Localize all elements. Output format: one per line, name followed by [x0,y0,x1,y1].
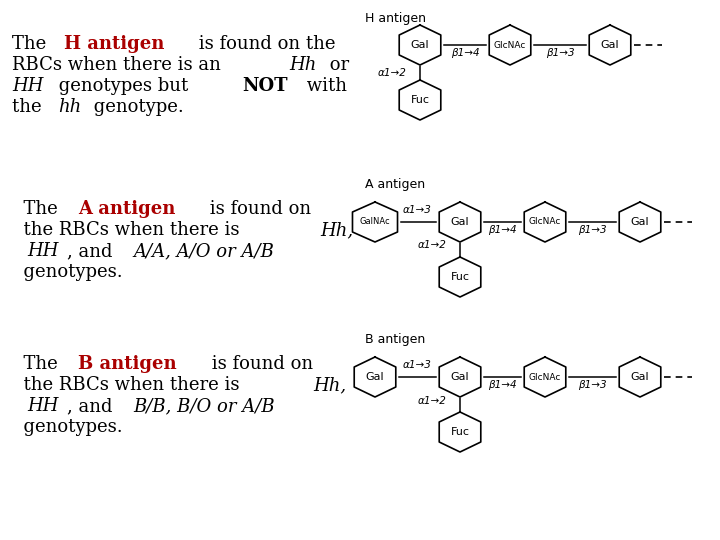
Text: genotypes but: genotypes but [53,77,199,95]
Polygon shape [399,25,441,65]
Text: The: The [12,355,63,373]
Text: GlcNAc: GlcNAc [494,40,526,50]
Text: Gal: Gal [451,217,469,227]
Text: GlcNAc: GlcNAc [528,218,561,226]
Text: Fuc: Fuc [410,95,430,105]
Polygon shape [589,25,631,65]
Text: β1→4: β1→4 [488,225,517,235]
Text: genotype.: genotype. [88,98,184,116]
Text: Gal: Gal [631,372,649,382]
Text: GlcNAc: GlcNAc [528,373,561,381]
Polygon shape [353,202,397,242]
Text: Hh,: Hh, [313,376,346,394]
Text: is found on: is found on [206,355,312,373]
Text: A antigen: A antigen [365,178,425,191]
Text: Gal: Gal [366,372,384,382]
Text: GalNAc: GalNAc [360,218,390,226]
Text: the RBCs when there is: the RBCs when there is [12,221,251,239]
Text: B antigen: B antigen [365,333,426,346]
Text: β1→4: β1→4 [488,380,517,390]
Text: Hh: Hh [289,56,316,74]
Text: B antigen: B antigen [78,355,177,373]
Polygon shape [489,25,531,65]
Polygon shape [524,357,566,397]
Text: α1→2: α1→2 [418,240,446,251]
Polygon shape [439,202,481,242]
Text: H antigen: H antigen [63,35,164,53]
Text: The: The [12,200,63,218]
Text: Fuc: Fuc [451,272,469,282]
Text: HH: HH [27,242,58,260]
Polygon shape [354,357,396,397]
Text: is found on: is found on [204,200,311,218]
Text: H antigen: H antigen [365,12,426,25]
Text: β1→3: β1→3 [578,380,607,390]
Text: HH: HH [27,397,58,415]
Text: Fuc: Fuc [451,427,469,437]
Text: the: the [12,98,48,116]
Text: β1→3: β1→3 [578,225,607,235]
Polygon shape [399,80,441,120]
Text: is found on the: is found on the [193,35,336,53]
Text: Hh,: Hh, [320,221,354,239]
Text: α1→3: α1→3 [403,205,432,215]
Text: Gal: Gal [631,217,649,227]
Text: α1→2: α1→2 [377,68,406,78]
Text: The: The [12,35,52,53]
Text: A/A, A/O or A/B: A/A, A/O or A/B [134,242,274,260]
Polygon shape [619,357,661,397]
Text: HH: HH [12,77,43,95]
Text: α1→2: α1→2 [418,395,446,406]
Text: or: or [324,56,349,74]
Text: B/B, B/O or A/B: B/B, B/O or A/B [134,397,275,415]
Text: with: with [301,77,347,95]
Text: β1→3: β1→3 [546,48,575,58]
Text: Gal: Gal [451,372,469,382]
Text: RBCs when there is an: RBCs when there is an [12,56,227,74]
Text: β1→4: β1→4 [451,48,480,58]
Text: genotypes.: genotypes. [12,418,122,436]
Text: Gal: Gal [600,40,619,50]
Text: α1→3: α1→3 [403,360,432,370]
Polygon shape [619,202,661,242]
Polygon shape [439,357,481,397]
Text: A antigen: A antigen [78,200,176,218]
Text: , and: , and [68,242,119,260]
Text: NOT: NOT [242,77,287,95]
Text: hh: hh [58,98,81,116]
Text: the RBCs when there is: the RBCs when there is [12,376,246,394]
Text: genotypes.: genotypes. [12,263,122,281]
Polygon shape [524,202,566,242]
Polygon shape [439,257,481,297]
Text: , and: , and [68,397,119,415]
Polygon shape [439,412,481,452]
Text: Gal: Gal [410,40,429,50]
